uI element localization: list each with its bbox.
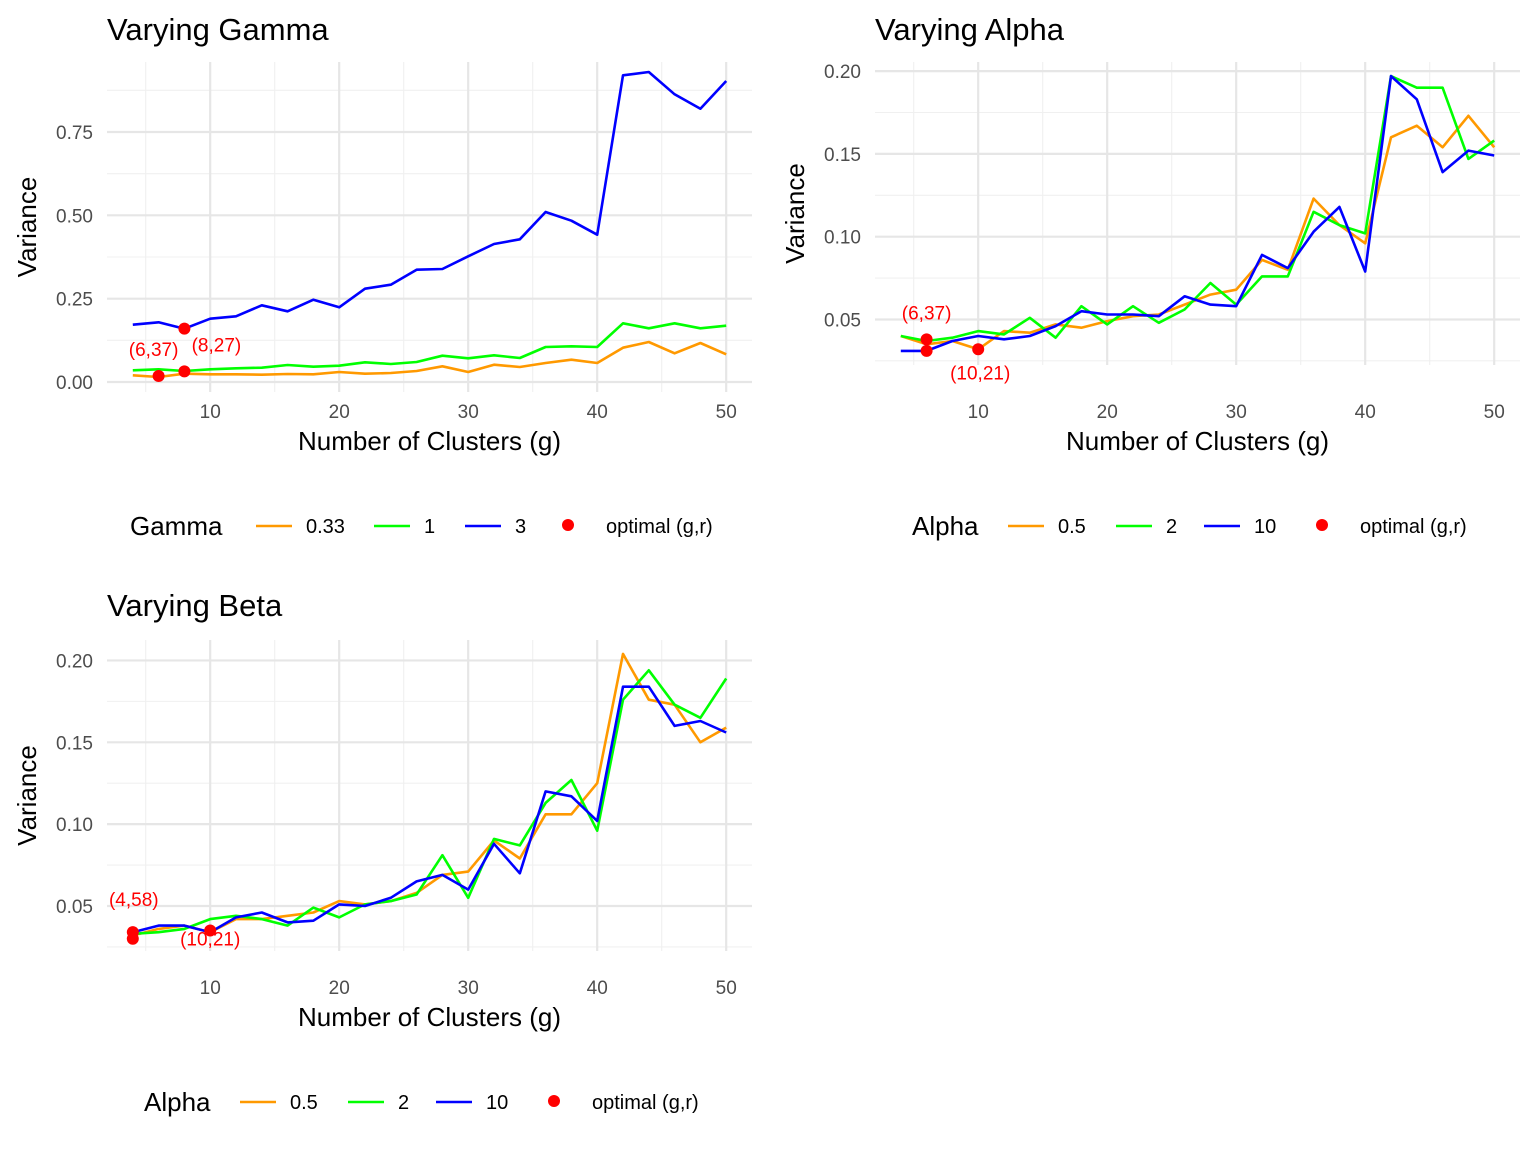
y-tick-label: 0.10 [56, 815, 93, 836]
legend-label: 0.5 [290, 1092, 318, 1114]
x-tick-label: 20 [1097, 402, 1118, 423]
series-line-2 [900, 74, 1495, 343]
legend-label: 3 [515, 516, 526, 538]
x-tick-label: 50 [1484, 402, 1505, 423]
optimal-point [972, 343, 985, 356]
y-tick-label: 0.15 [56, 733, 93, 754]
series-line-3 [132, 70, 728, 331]
legend: Alpha 0.5 2 10 optimal (g,r) [912, 511, 1467, 541]
series-line-10 [132, 685, 727, 934]
y-tick-label: 0.15 [824, 145, 861, 166]
x-axis-label: Number of Clusters (g) [1066, 426, 1329, 456]
y-axis-label: Variance [12, 745, 42, 846]
legend-label: optimal (g,r) [592, 1092, 699, 1114]
x-axis-label: Number of Clusters (g) [298, 426, 561, 456]
legend-title: Alpha [912, 511, 979, 541]
optimal-point-label: (4,58) [109, 890, 159, 911]
x-tick-label: 50 [716, 402, 737, 423]
x-tick-label: 40 [587, 978, 608, 999]
x-tick-label: 40 [1355, 402, 1376, 423]
panel-varying-gamma: 10 20 30 40 50 0.00 0.25 0.50 0.75 Varying Gamma N… [12, 12, 752, 541]
x-tick-label: 30 [458, 978, 479, 999]
optimal-point-label: (8,27) [192, 335, 242, 356]
legend-label: 0.33 [306, 516, 345, 538]
legend: Gamma 0.33 1 3 optimal (g,r) [130, 511, 713, 541]
optimal-point [920, 344, 933, 357]
optimal-point-label: (6,37) [902, 303, 952, 324]
legend-label: 10 [486, 1092, 508, 1114]
optimal-point-label: (6,37) [129, 340, 179, 361]
x-tick-label: 30 [1226, 402, 1247, 423]
series-line-0.5 [132, 652, 727, 937]
y-tick-label: 0.20 [824, 62, 861, 83]
x-tick-label: 20 [329, 402, 350, 423]
y-axis-label: Variance [780, 163, 810, 264]
chart-title: Varying Alpha [875, 12, 1065, 47]
legend-key-dot [548, 1095, 560, 1107]
x-tick-label: 50 [716, 978, 737, 999]
legend: Alpha 0.5 2 10 optimal (g,r) [144, 1087, 699, 1117]
legend-label: 10 [1254, 516, 1276, 538]
y-tick-label: 0.75 [56, 123, 93, 144]
series-line-10 [900, 74, 1495, 353]
legend-label: 0.5 [1058, 516, 1086, 538]
y-axis-label: Variance [12, 177, 42, 278]
panel-varying-alpha: 10 20 30 40 50 0.05 0.10 0.15 0.20 Varying Alpha N… [780, 12, 1520, 541]
x-axis-label: Number of Clusters (g) [298, 1002, 561, 1032]
gridlines [107, 640, 752, 951]
legend-label: optimal (g,r) [1360, 516, 1467, 538]
series-line-0.33 [132, 340, 727, 379]
legend-key-dot [1316, 519, 1328, 531]
y-tick-label: 0.10 [824, 228, 861, 249]
series-line-0.5 [900, 114, 1496, 351]
optimal-point [152, 370, 165, 382]
series-line-2 [132, 668, 728, 936]
y-tick-label: 0.25 [56, 290, 93, 311]
panel-varying-beta: 10 20 30 40 50 0.05 0.10 0.15 0.20 Varying Beta Nu… [12, 588, 752, 1117]
optimal-point [204, 924, 217, 937]
legend-label: 2 [1166, 516, 1177, 538]
legend-title: Gamma [130, 511, 223, 541]
y-tick-label: 0.05 [824, 310, 861, 331]
optimal-point-label: (10,21) [950, 363, 1010, 384]
y-tick-label: 0.00 [56, 373, 93, 394]
optimal-point [920, 333, 933, 346]
legend-label: 1 [424, 516, 435, 538]
y-tick-label: 0.50 [56, 206, 93, 227]
legend-label: 2 [398, 1092, 409, 1114]
x-tick-label: 20 [329, 978, 350, 999]
x-tick-label: 30 [458, 402, 479, 423]
legend-label: optimal (g,r) [606, 516, 713, 538]
legend-title: Alpha [144, 1087, 211, 1117]
x-tick-label: 10 [200, 978, 221, 999]
optimal-point [126, 932, 139, 945]
y-tick-label: 0.20 [56, 651, 93, 672]
chart-title: Varying Gamma [107, 12, 329, 47]
x-tick-label: 10 [200, 402, 221, 423]
optimal-point [178, 365, 191, 378]
gridlines [875, 62, 1520, 365]
legend-key-dot [562, 519, 574, 531]
series-line-1 [132, 321, 727, 373]
optimal-point [178, 322, 191, 335]
y-tick-label: 0.05 [56, 897, 93, 918]
chart-title: Varying Beta [107, 588, 283, 623]
optimal-point-label: (10,21) [180, 930, 240, 951]
x-tick-label: 10 [968, 402, 989, 423]
x-tick-label: 40 [587, 402, 608, 423]
